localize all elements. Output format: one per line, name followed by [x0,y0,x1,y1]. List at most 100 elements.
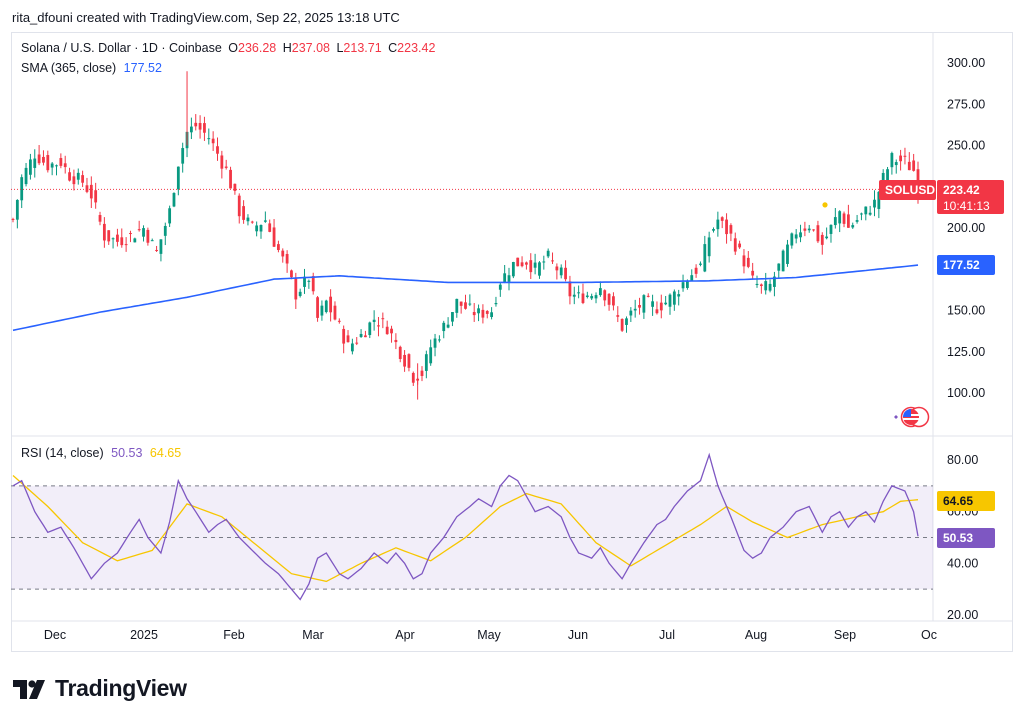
candle-body [594,295,598,299]
candle-body [838,211,842,224]
candle-body [229,169,232,189]
candle-body [525,262,528,265]
candle-body [398,346,402,359]
rsi-tick-label: 40.00 [947,556,978,570]
rsi-label[interactable]: RSI (14, close) [21,446,104,460]
rsi-value: 50.53 [111,446,143,460]
candle-body [94,190,98,203]
symbol-title[interactable]: Solana / U.S. Dollar · 1D · Coinbase [21,41,222,55]
candle-body [712,229,715,231]
candle-body [24,167,28,185]
candle-body [303,276,306,287]
time-tick-label: Feb [223,628,245,642]
candle-body [159,239,163,254]
candle-body [520,262,524,267]
candle-body [707,237,711,257]
candle-body [133,238,137,243]
candle-body [55,165,58,167]
candle-body [559,267,563,276]
candle-body [860,213,863,215]
candle-body [50,163,54,168]
candle-body [681,282,685,289]
sma-legend: SMA (365, close) 177.52 [21,61,162,75]
candle-body [298,291,302,296]
candle-body [773,276,776,287]
candle-body [290,270,293,278]
tradingview-logo[interactable]: TradingView [13,675,187,702]
candle-body [894,162,898,166]
candle-body [703,244,707,272]
candle-body [759,284,763,287]
candle-body [124,244,128,246]
price-chart[interactable]: 300.00275.00250.00225.00200.00175.00150.… [11,32,1013,652]
candle-body [825,236,829,239]
candle-body [633,308,637,311]
candle-body [616,315,620,317]
candle-body [150,240,154,242]
candle-body [498,284,502,290]
candle-body [350,343,354,352]
candle-body [607,293,611,305]
rsi-tag: 50.53 [937,528,995,548]
candle-body [699,263,702,265]
candle-body [812,229,815,231]
candle-body [846,214,850,228]
candle-body [272,227,276,247]
candle-body [237,195,241,217]
candle-body [690,275,694,281]
candle-body [455,298,459,313]
rsi-legend: RSI (14, close) 50.53 64.65 [21,446,181,460]
candle-body [546,250,550,257]
candle-body [59,158,63,166]
candle-body [181,148,185,164]
close-value: 223.42 [397,41,436,55]
candle-body [551,260,554,262]
time-tick-label: May [477,628,501,642]
candle-body [912,160,916,171]
candle-body [233,183,237,191]
economic-events-icon[interactable] [890,406,930,428]
candle-body [255,225,259,232]
candle-body [411,372,415,383]
candle-body [281,250,285,257]
candle-body [664,302,668,305]
time-tick-label: Sep [834,628,856,642]
candle-body [533,262,537,268]
sma-label[interactable]: SMA (365, close) [21,61,117,75]
candle-body [429,347,433,364]
candle-body [33,158,37,168]
candle-body [538,262,541,276]
candle-body [20,177,24,201]
candle-body [216,146,219,154]
sma-line [12,264,919,332]
candle-body [864,206,868,215]
candle-body [603,290,607,301]
candle-body [555,266,559,271]
candle-body [816,225,820,242]
candle-body [329,296,333,313]
candle-body [729,225,733,234]
candle-body [777,263,781,271]
sma-price-tag: 177.52 [937,255,995,275]
candle-body [342,328,346,344]
time-tick-label: Apr [395,628,414,642]
time-tick-label: 2025 [130,628,158,642]
candle-body [794,234,798,239]
candle-body [11,218,15,220]
candle-body [433,338,437,348]
candle-body [868,212,872,215]
candle-body [873,199,876,208]
time-tick-label: Jul [659,628,675,642]
candle-body [364,335,367,338]
candle-body [751,270,755,276]
candle-body [877,191,881,209]
candle-body [907,161,911,171]
candle-body [146,229,150,243]
candle-body [424,354,428,371]
price-tick-label: 300.00 [947,56,985,70]
candle-body [42,156,45,163]
candle-body [268,223,272,232]
candle-body [198,123,202,130]
candle-body [881,172,885,187]
candle-body [137,229,141,231]
